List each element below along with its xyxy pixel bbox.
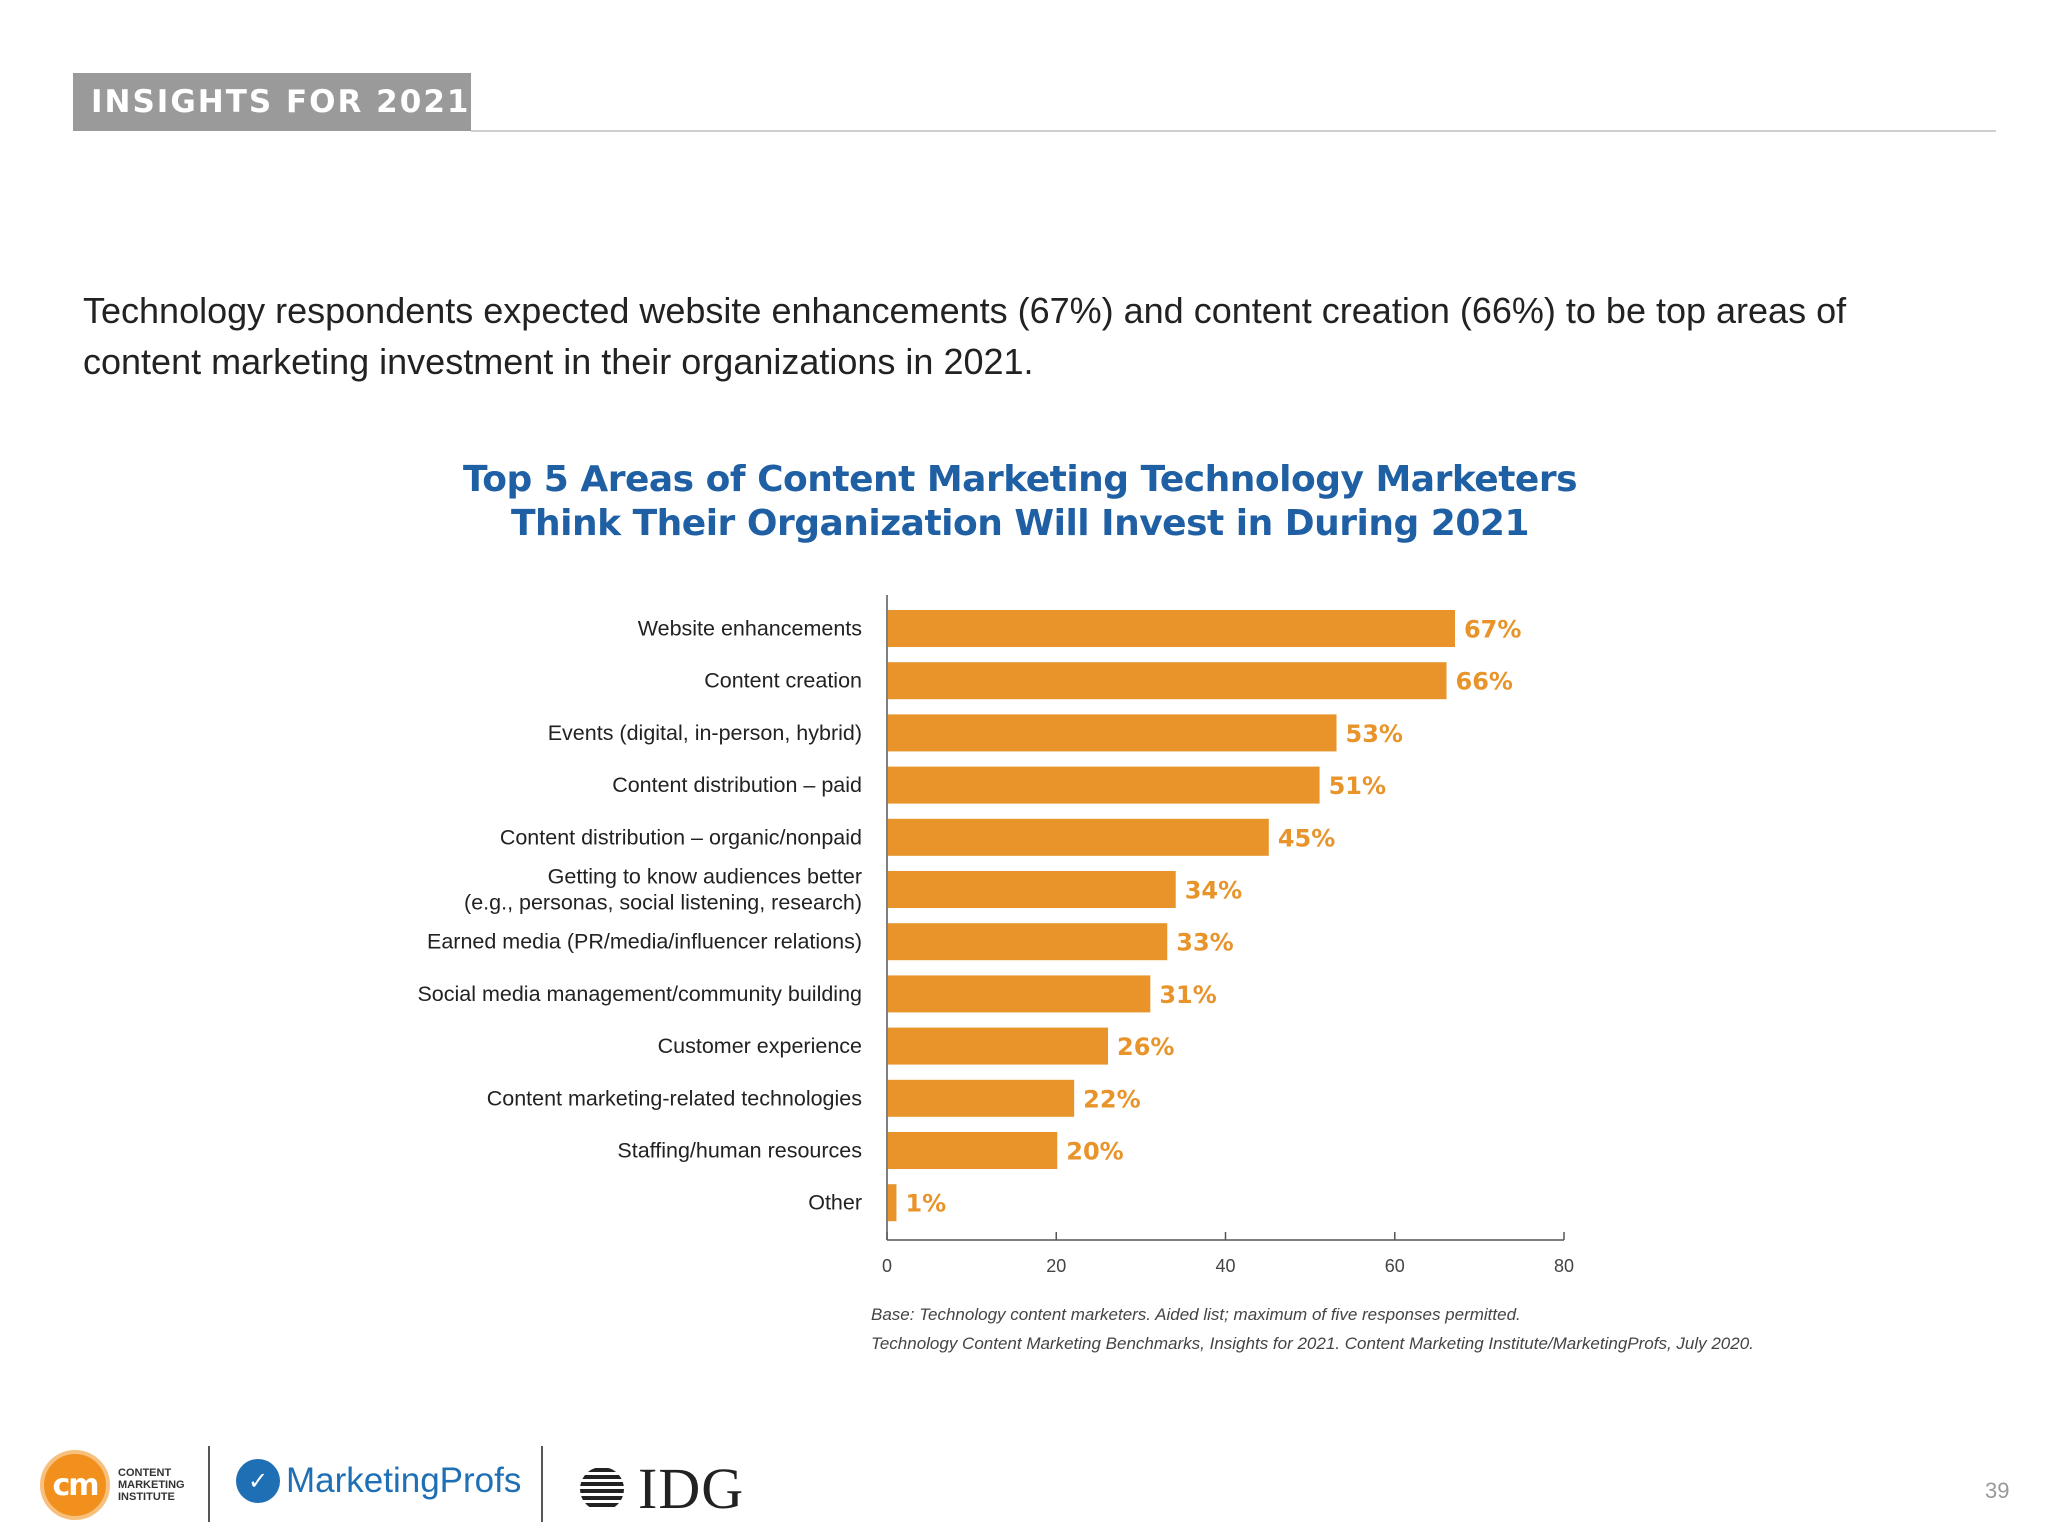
footnote: Base: Technology content marketers. Aide… (871, 1300, 1871, 1358)
category-label: Content creation (704, 669, 862, 693)
bar-value-label: 26% (1117, 1033, 1174, 1061)
bar (888, 818, 1269, 856)
bar (888, 975, 1151, 1013)
category-label: Content marketing-related technologies (487, 1086, 862, 1110)
bar-value-label: 51% (1329, 772, 1386, 800)
bar-value-label: 45% (1278, 824, 1335, 852)
bar (888, 662, 1447, 700)
x-tick-label: 40 (1215, 1256, 1235, 1276)
bar-value-label: 67% (1464, 616, 1521, 644)
x-tick-label: 80 (1554, 1256, 1574, 1276)
x-tick-label: 20 (1046, 1256, 1066, 1276)
category-label: Content distribution – paid (612, 773, 862, 797)
footnote-source: Technology Content Marketing Benchmarks,… (871, 1334, 1754, 1353)
bar-value-label: 22% (1083, 1085, 1140, 1113)
header-divider (471, 130, 1996, 132)
x-tick-label: 60 (1385, 1256, 1405, 1276)
category-label: Earned media (PR/media/influencer relati… (427, 930, 862, 954)
category-label: Events (digital, in-person, hybrid) (548, 721, 862, 745)
bar-value-label: 1% (905, 1190, 946, 1218)
category-label: Content distribution – organic/nonpaid (500, 825, 862, 849)
bar (888, 871, 1176, 908)
chart-title-line-2: Think Their Organization Will Invest in … (510, 503, 1530, 544)
bar (888, 1079, 1075, 1117)
category-label: Website enhancements (638, 617, 862, 641)
bar-value-label: 20% (1066, 1138, 1123, 1166)
chart-title: Top 5 Areas of Content Marketing Technol… (460, 458, 1580, 546)
category-label: Customer experience (658, 1034, 862, 1058)
footnote-base: Base: Technology content marketers. Aide… (871, 1305, 1521, 1324)
bar (888, 1184, 897, 1222)
bar-value-label: 53% (1346, 720, 1403, 748)
bar (888, 1027, 1109, 1065)
bar (888, 766, 1320, 804)
category-label: Other (808, 1191, 862, 1215)
bar-value-label: 66% (1456, 668, 1513, 696)
bar-value-label: 31% (1159, 981, 1216, 1009)
intro-line-1: Technology respondents expected website … (83, 290, 1847, 331)
category-label: Social media management/community buildi… (417, 982, 862, 1006)
section-tag: INSIGHTS FOR 2021 (73, 73, 471, 131)
x-tick-label: 0 (882, 1256, 892, 1276)
page-number: 39 (1985, 1478, 2010, 1503)
category-label: (e.g., personas, social listening, resea… (464, 891, 862, 915)
bar (888, 610, 1455, 647)
intro-line-2: content marketing investment in their or… (83, 341, 1034, 382)
category-label: Getting to know audiences better (548, 865, 862, 889)
intro-text: Technology respondents expected website … (83, 285, 1963, 387)
category-label: Staffing/human resources (617, 1139, 862, 1163)
bar (888, 1132, 1058, 1169)
bar (888, 714, 1337, 752)
bar-value-label: 34% (1185, 877, 1242, 905)
bar (888, 923, 1168, 961)
chart-title-line-1: Top 5 Areas of Content Marketing Technol… (462, 459, 1578, 500)
bar-value-label: 33% (1176, 929, 1233, 957)
